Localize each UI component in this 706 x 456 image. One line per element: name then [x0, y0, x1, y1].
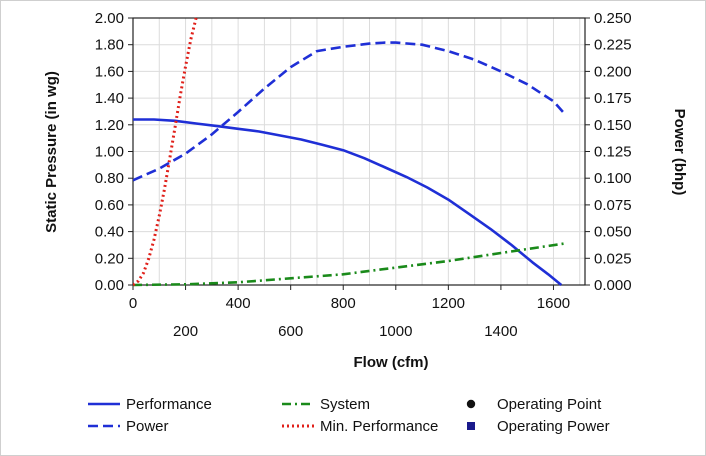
legend-label-operating-point: Operating Point: [497, 396, 602, 413]
legend-marker-operating-power: [467, 422, 475, 430]
x-tick-label: 400: [226, 295, 251, 312]
x-tick-label: 800: [331, 295, 356, 312]
y2-tick-label: 0.075: [594, 197, 632, 214]
axes: [128, 17, 590, 290]
y2-tick-label: 0.225: [594, 37, 632, 54]
y2-axis-title: Power (bhp): [671, 109, 688, 196]
series-group: [133, 17, 565, 287]
y-tick-label: 1.00: [95, 144, 124, 161]
y-tick-label: 1.40: [95, 90, 124, 107]
x-axis-title: Flow (cfm): [354, 354, 429, 371]
y-tick-label: 0.60: [95, 197, 124, 214]
tick-labels: 0.00 0.000 0.20 0.025 0.40 0.050 0.60 0.075 0.80…: [95, 10, 632, 340]
y-tick-label: 0.20: [95, 250, 124, 267]
y-tick-label: 0.40: [95, 224, 124, 241]
series-system: [133, 242, 565, 287]
x-tick-label: 1400: [484, 323, 517, 340]
y-tick-label: 0.80: [95, 170, 124, 187]
y2-tick-label: 0.050: [594, 224, 632, 241]
y2-tick-label: 0.025: [594, 250, 632, 267]
grid: [133, 18, 585, 285]
legend-label-power: Power: [126, 418, 169, 435]
series-min-performance: [133, 17, 198, 287]
legend-label-operating-power: Operating Power: [497, 418, 610, 435]
x-tick-label: 1000: [379, 323, 412, 340]
y-tick-label: 2.00: [95, 10, 124, 27]
x-tick-label: 0: [129, 295, 137, 312]
y-axis-title: Static Pressure (in wg): [43, 71, 60, 233]
y2-tick-label: 0.125: [594, 144, 632, 161]
y-tick-label: 1.60: [95, 63, 124, 80]
series-performance: [133, 118, 563, 287]
legend-label-performance: Performance: [126, 396, 212, 413]
y-tick-label: 0.00: [95, 277, 124, 294]
y-tick-label: 1.80: [95, 37, 124, 54]
y2-tick-label: 0.100: [594, 170, 632, 187]
x-tick-label: 600: [278, 323, 303, 340]
legend-marker-operating-point: [466, 399, 476, 409]
y2-tick-label: 0.000: [594, 277, 632, 294]
legend-label-system: System: [320, 396, 370, 413]
x-tick-label: 1200: [432, 295, 465, 312]
y-tick-label: 1.20: [95, 117, 124, 134]
x-tick-label: 200: [173, 323, 198, 340]
y2-tick-label: 0.175: [594, 90, 632, 107]
y2-tick-label: 0.150: [594, 117, 632, 134]
series-power: [133, 41, 565, 182]
legend-label-min-performance: Min. Performance: [320, 418, 438, 435]
legend: Performance System Operating Point Power Min…: [88, 396, 610, 435]
x-tick-label: 1600: [537, 295, 570, 312]
y2-tick-label: 0.250: [594, 10, 632, 27]
y2-tick-label: 0.200: [594, 63, 632, 80]
plot-area-border: [132, 17, 586, 286]
